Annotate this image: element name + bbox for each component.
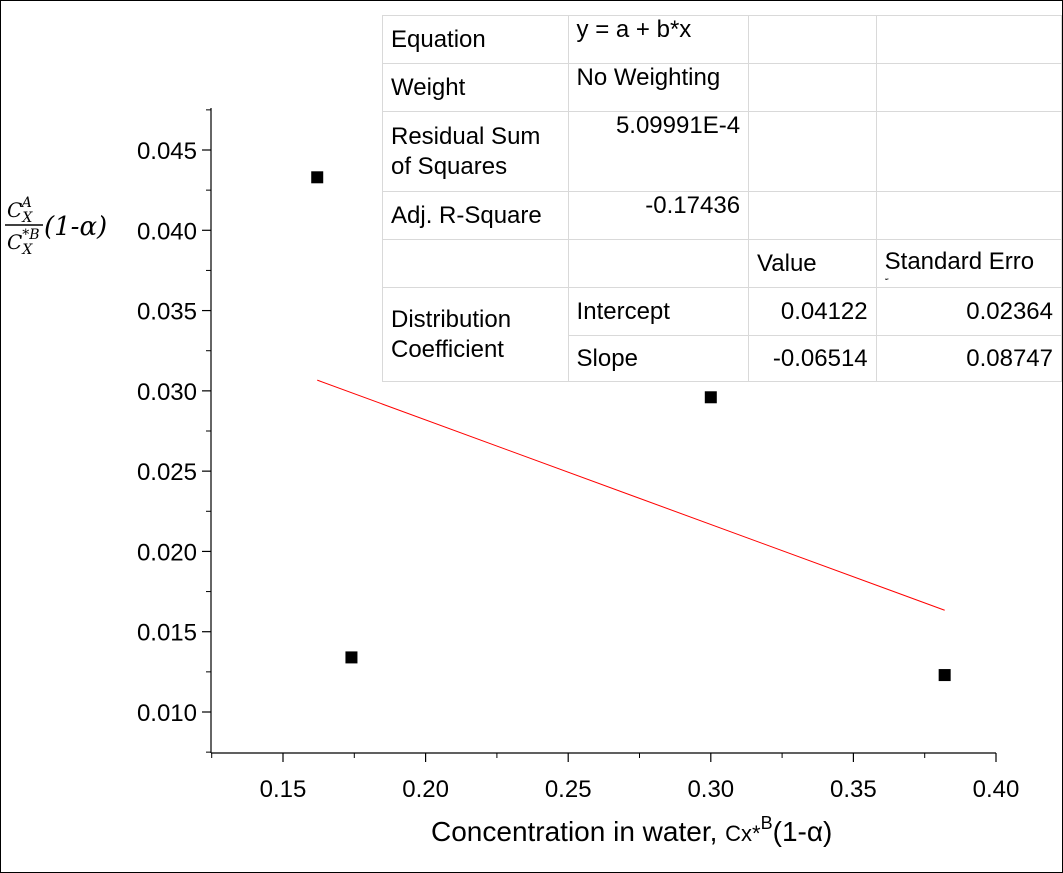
stderr-header: Standard Error (875, 239, 1063, 288)
rss-value: 5.09991E-4 (567, 111, 750, 192)
regression-stats-table: Equation y = a + b*x Weight No Weighting… (382, 15, 1063, 382)
param-stderr: 0.02364 (875, 287, 1063, 336)
y-tick-label: 0.040 (137, 218, 197, 245)
x-tick-label: 0.15 (260, 776, 307, 803)
x-tick-label: 0.25 (545, 776, 592, 803)
param-value: -0.06514 (748, 335, 877, 382)
axes: 0.15 0.20 0.25 0.30 0.35 0.40 0.010 0.015 0.020 0… (137, 108, 1019, 803)
adj-r2-value: -0.17436 (567, 191, 750, 240)
x-tick-label: 0.20 (402, 776, 449, 803)
fit-line (317, 379, 945, 611)
param-name: Intercept (567, 287, 750, 336)
y-axis-title: CXA CX*B (1-α) (5, 195, 107, 258)
y-label-denominator: CX*B (7, 227, 40, 258)
y-tick-label: 0.045 (137, 138, 197, 165)
y-tick-label: 0.010 (137, 700, 197, 727)
empty-cell (748, 191, 877, 240)
value-header: Value (748, 239, 877, 288)
param-stderr: 0.08747 (875, 335, 1063, 382)
equation-label: Equation (382, 15, 569, 64)
y-tick-label: 0.030 (137, 379, 197, 406)
weight-label: Weight (382, 63, 569, 112)
adj-r2-label: Adj. R-Square (382, 191, 569, 240)
y-tick-label: 0.015 (137, 620, 197, 647)
param-group-label: Distribution Coefficient (382, 287, 569, 382)
y-tick-label: 0.025 (137, 459, 197, 486)
data-point (345, 651, 358, 664)
data-point (938, 669, 951, 682)
equation-value: y = a + b*x (567, 15, 750, 64)
x-tick-label: 0.30 (687, 776, 734, 803)
x-tick-label: 0.40 (973, 776, 1020, 803)
empty-cell (875, 63, 1063, 112)
empty-cell (875, 15, 1063, 64)
param-name: Slope (567, 335, 750, 382)
weight-value: No Weighting (567, 63, 750, 112)
y-label-numerator: CXA (7, 195, 33, 226)
empty-cell (567, 239, 750, 288)
empty-cell (748, 63, 877, 112)
empty-cell (875, 111, 1063, 192)
empty-cell (748, 111, 877, 192)
empty-cell (382, 239, 569, 288)
y-label-suffix: (1-α) (44, 212, 107, 242)
y-tick-label: 0.020 (137, 539, 197, 566)
x-tick-label: 0.35 (830, 776, 877, 803)
empty-cell (748, 15, 877, 64)
x-axis-title: Concentration in water, Cx*B(1-α) (431, 813, 832, 847)
data-point (311, 171, 324, 184)
data-marks (311, 171, 951, 682)
data-point (704, 391, 717, 404)
rss-label: Residual Sum of Squares (382, 111, 569, 192)
empty-cell (875, 191, 1063, 240)
y-tick-label: 0.035 (137, 299, 197, 326)
param-value: 0.04122 (748, 287, 877, 336)
